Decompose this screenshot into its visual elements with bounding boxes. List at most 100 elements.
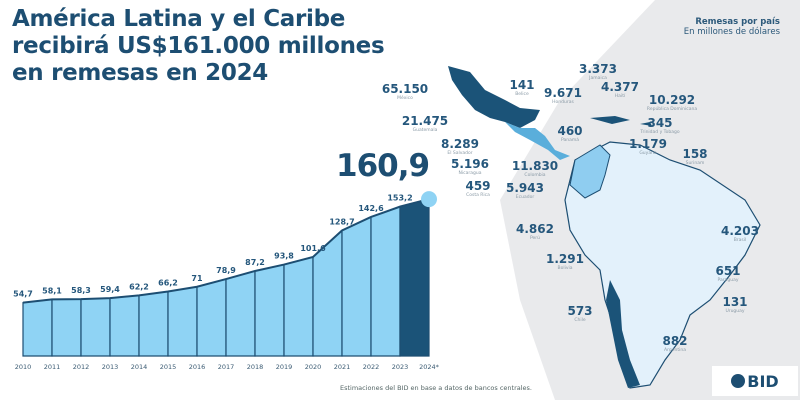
country-value: 573 [567, 304, 593, 318]
chart-segment-2021 [341, 216, 372, 357]
country-value: 4.377 [601, 80, 639, 94]
country-value: 651 [715, 264, 741, 278]
chart-segment-2017 [225, 270, 256, 357]
data-label: 71 [191, 274, 203, 283]
country-name: Panamá [560, 138, 580, 143]
country-name: Nicaragua [458, 171, 482, 176]
x-tick-label: 2022 [363, 363, 380, 371]
country-name: Jamaica [589, 76, 607, 81]
country-value: 141 [509, 78, 535, 92]
country-name: Chile [574, 318, 586, 323]
country-name: Haití [614, 94, 626, 99]
country-label: 3.373 Jamaica [579, 62, 617, 82]
data-label: 142,6 [358, 204, 384, 213]
country-value: 460 [557, 124, 583, 138]
country-label: 5.196 Nicaragua [451, 158, 489, 177]
page-title: América Latina y el Caribe recibirá US$1… [12, 6, 385, 87]
map-south-america [564, 141, 761, 389]
chart-line [22, 198, 430, 304]
map-legend: Remesas por país En millones de dólares [684, 17, 780, 37]
highlight-value: 160,9 [336, 148, 430, 184]
country-value: 3.373 [579, 62, 617, 76]
country-name: Uruguay [725, 309, 745, 314]
country-value: 11.830 [511, 159, 559, 173]
country-name: Guyana [639, 151, 657, 156]
x-tick-label: 2015 [160, 363, 177, 371]
country-value: 9.671 [544, 86, 582, 100]
title-line-2: recibirá US$161.000 millones [12, 33, 385, 59]
country-label: 10.292 República Dominicana [646, 93, 698, 113]
data-label: 87,2 [245, 258, 265, 267]
chart-segment-2011 [51, 298, 82, 357]
x-tick-label: 2017 [218, 363, 235, 371]
x-tick-label: 2024* [419, 363, 440, 371]
x-tick-label: 2014 [131, 363, 148, 371]
country-label: 5.943 Ecuador [506, 181, 544, 201]
country-value: 345 [647, 116, 673, 130]
country-name: México [397, 96, 413, 101]
country-name: Trinidad y Tobago [640, 130, 680, 135]
country-label: 345 Trinidad y Tobago [640, 116, 680, 136]
country-value: 1.179 [629, 137, 667, 151]
chart-segment-2023 [399, 198, 430, 357]
country-label: 11.830 Colombia [511, 159, 559, 179]
data-label: 59,4 [100, 285, 120, 294]
country-label: 460 Panamá [557, 124, 583, 144]
data-label: 58,3 [71, 286, 91, 295]
map-chile [606, 280, 640, 388]
bid-logo: BID [712, 366, 798, 396]
country-name: Brasil [733, 238, 747, 243]
map-central-america [505, 122, 570, 160]
map-caribbean [590, 116, 652, 126]
chart-segment-2013 [109, 294, 140, 357]
country-value: 4.862 [516, 222, 554, 236]
legend-subtitle: En millones de dólares [683, 27, 780, 37]
data-label: 66,2 [158, 278, 178, 287]
data-label: 78,9 [216, 266, 236, 275]
country-name: Paraguay [717, 278, 739, 283]
data-label: 58,1 [42, 286, 62, 295]
country-value: 5.943 [506, 181, 544, 195]
country-value: 21.475 [401, 114, 449, 128]
country-name: Guatemala [412, 128, 438, 133]
country-name: República Dominicana [646, 107, 698, 112]
x-tick-label: 2020 [305, 363, 322, 371]
country-name: Colombia [524, 173, 546, 178]
country-value: 131 [722, 295, 748, 309]
country-label: 4.862 Perú [516, 222, 554, 242]
chart-segment-2019 [283, 256, 314, 357]
data-label: 54,7 [13, 290, 33, 299]
x-tick-label: 2019 [276, 363, 293, 371]
chart-segment-2016 [196, 278, 227, 357]
chart-point-2024 [421, 191, 437, 208]
globe-icon [731, 374, 746, 388]
x-tick-label: 2023 [392, 363, 409, 371]
country-name: Perú [529, 236, 541, 241]
map-mexico [448, 66, 540, 128]
country-value: 1.291 [546, 252, 584, 266]
country-label: 141 Belice [509, 78, 535, 98]
data-label: 128,7 [329, 218, 354, 227]
map-colombia [569, 144, 611, 199]
x-tick-label: 2012 [73, 363, 90, 371]
country-name: Belice [515, 92, 529, 97]
country-name: Argentina [664, 348, 686, 353]
country-value: 65.150 [381, 82, 429, 96]
title-line-3: en remesas en 2024 [12, 60, 268, 86]
country-label: 9.671 Honduras [544, 86, 582, 106]
country-value: 10.292 [648, 93, 696, 107]
country-label: 8.289 El Salvador [441, 138, 479, 157]
country-name: Costa Rica [466, 193, 490, 198]
x-tick-label: 2011 [44, 363, 61, 371]
country-label: 4.377 Haití [601, 80, 639, 100]
country-label: 21.475 Guatemala [401, 114, 449, 134]
chart-segment-2012 [80, 297, 111, 357]
data-label: 93,8 [274, 252, 294, 261]
footnote: Estimaciones del BID en base a datos de … [340, 384, 532, 392]
data-label: 101,6 [300, 244, 326, 253]
country-name: Surinam [685, 161, 705, 166]
country-value: 882 [662, 334, 688, 348]
chart-segment-2010 [22, 298, 53, 357]
country-name: Honduras [552, 100, 574, 105]
country-label: 131 Uruguay [722, 295, 748, 315]
